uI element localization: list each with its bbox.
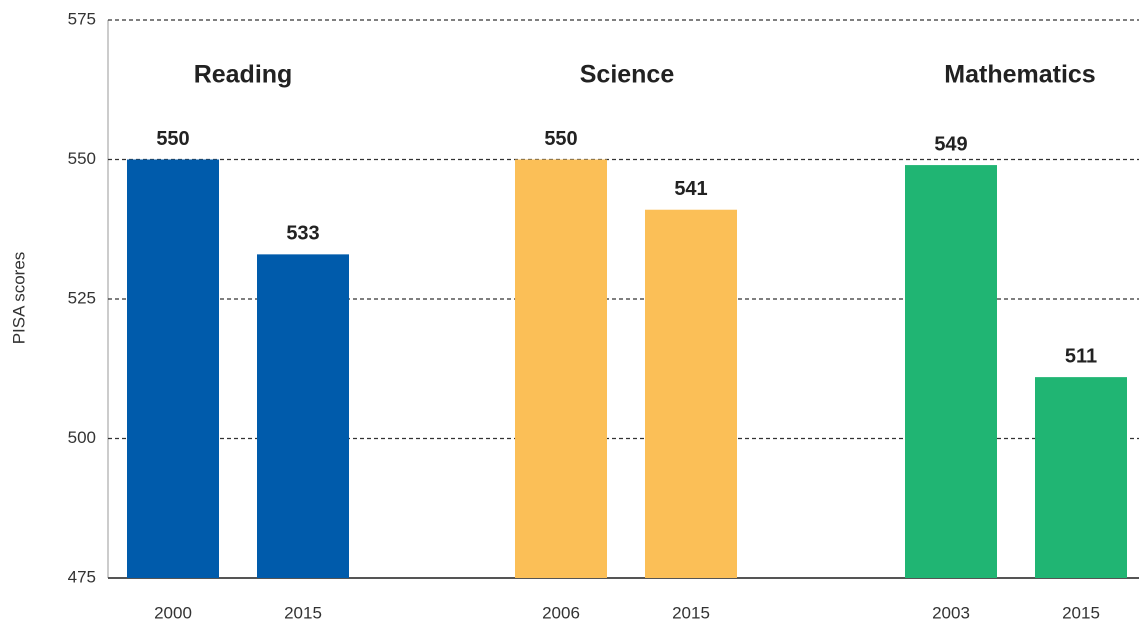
- x-tick-label: 2006: [542, 603, 580, 622]
- x-tick-label: 2015: [672, 603, 710, 622]
- value-label: 549: [934, 133, 967, 155]
- y-tick-label: 500: [68, 428, 96, 447]
- y-tick-label: 525: [68, 288, 96, 307]
- x-tick-label: 2000: [154, 603, 192, 622]
- value-label: 550: [544, 128, 577, 150]
- x-tick-label: 2015: [1062, 603, 1100, 622]
- value-label: 511: [1065, 345, 1097, 367]
- bar: [1035, 377, 1127, 578]
- bar: [645, 209, 737, 578]
- group-title: Reading: [194, 61, 293, 89]
- x-tick-label: 2015: [284, 603, 322, 622]
- bar: [905, 165, 997, 578]
- y-tick-label: 575: [68, 9, 96, 28]
- x-tick-label: 2003: [932, 603, 970, 622]
- bar: [257, 254, 349, 579]
- group-title: Science: [580, 61, 675, 89]
- value-label: 533: [286, 223, 319, 245]
- value-label: 541: [674, 178, 707, 200]
- y-tick-label: 550: [68, 149, 96, 168]
- bar: [515, 159, 607, 578]
- y-tick-label: 475: [68, 567, 96, 586]
- bar: [127, 159, 219, 578]
- group-title: Mathematics: [944, 61, 1095, 89]
- y-axis-label: PISA scores: [9, 252, 28, 345]
- value-label: 550: [156, 128, 189, 150]
